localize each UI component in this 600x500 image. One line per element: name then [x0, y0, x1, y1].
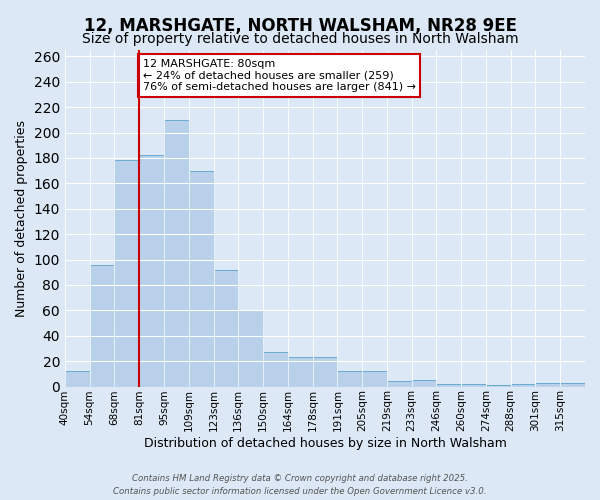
Bar: [139, 156, 164, 386]
Bar: [560, 382, 585, 386]
X-axis label: Distribution of detached houses by size in North Walsham: Distribution of detached houses by size …: [143, 437, 506, 450]
Bar: [412, 380, 436, 386]
Bar: [89, 264, 115, 386]
Bar: [313, 358, 337, 386]
Y-axis label: Number of detached properties: Number of detached properties: [15, 120, 28, 317]
Bar: [387, 382, 412, 386]
Bar: [337, 372, 362, 386]
Text: 12 MARSHGATE: 80sqm
← 24% of detached houses are smaller (259)
76% of semi-detac: 12 MARSHGATE: 80sqm ← 24% of detached ho…: [143, 59, 416, 92]
Bar: [263, 352, 288, 386]
Bar: [461, 384, 486, 386]
Text: 12, MARSHGATE, NORTH WALSHAM, NR28 9EE: 12, MARSHGATE, NORTH WALSHAM, NR28 9EE: [83, 18, 517, 36]
Bar: [288, 358, 313, 386]
Bar: [511, 384, 535, 386]
Text: Size of property relative to detached houses in North Walsham: Size of property relative to detached ho…: [82, 32, 518, 46]
Bar: [436, 384, 461, 386]
Bar: [535, 382, 560, 386]
Text: Contains HM Land Registry data © Crown copyright and database right 2025.
Contai: Contains HM Land Registry data © Crown c…: [113, 474, 487, 496]
Bar: [189, 170, 214, 386]
Bar: [164, 120, 189, 386]
Bar: [65, 372, 89, 386]
Bar: [214, 270, 238, 386]
Bar: [362, 372, 387, 386]
Bar: [115, 160, 139, 386]
Bar: [238, 310, 263, 386]
